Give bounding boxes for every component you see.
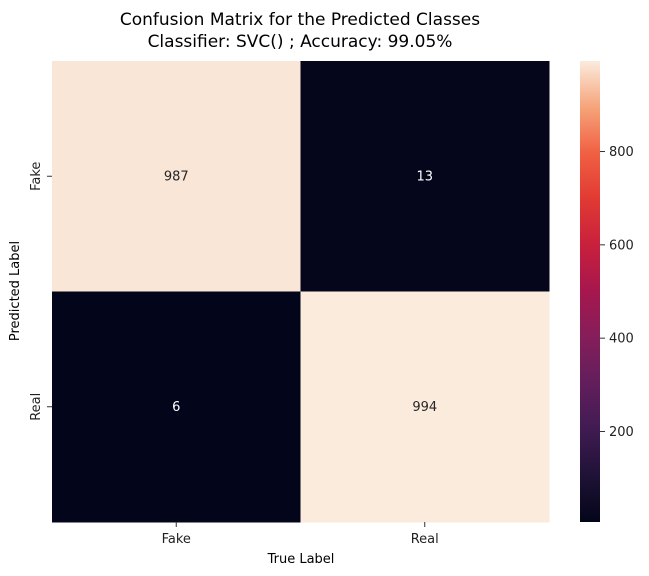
- heatmap-cells: [52, 61, 550, 523]
- colorbar-tick-label: 800: [609, 145, 634, 160]
- y-tick-label: Real: [29, 393, 44, 421]
- x-axis-ticks: Fake Real: [162, 522, 439, 547]
- x-tick-label: Fake: [162, 532, 191, 547]
- y-axis-ticks: Fake Real: [29, 162, 52, 421]
- x-axis-label: True Label: [267, 552, 335, 567]
- heatmap-cell: [52, 291, 301, 523]
- colorbar: [580, 61, 600, 522]
- heatmap-cell: [52, 61, 301, 292]
- chart-title: Confusion Matrix for the Predicted Class…: [120, 10, 480, 30]
- y-tick-label: Fake: [29, 162, 44, 191]
- colorbar-ticks: 200 400 600 800: [600, 145, 634, 440]
- chart-subtitle: Classifier: SVC() ; Accuracy: 99.05%: [148, 32, 453, 52]
- cell-value-label: 987: [164, 169, 189, 184]
- heatmap-cell: [300, 291, 550, 523]
- cell-value-label: 13: [416, 169, 433, 184]
- y-axis-label: Predicted Label: [8, 241, 23, 341]
- colorbar-tick-label: 600: [609, 238, 634, 253]
- cell-value-label: 6: [172, 400, 180, 415]
- colorbar-tick-label: 200: [609, 425, 634, 440]
- cell-value-label: 994: [412, 400, 437, 415]
- heatmap-cell: [300, 61, 550, 292]
- x-tick-label: Real: [411, 532, 439, 547]
- colorbar-tick-label: 400: [609, 332, 634, 347]
- cell-labels: 987 13 6 994: [164, 169, 437, 415]
